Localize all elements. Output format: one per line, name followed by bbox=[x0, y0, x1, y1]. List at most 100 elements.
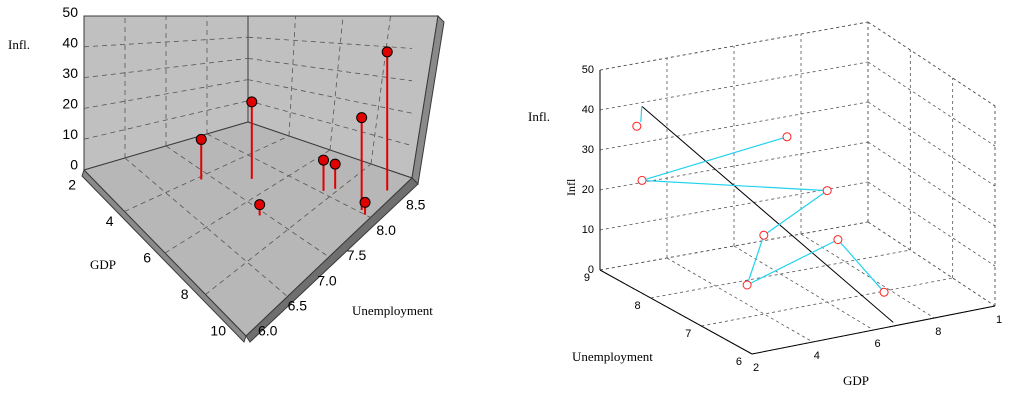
link-line bbox=[746, 239, 839, 286]
right-side-hgrid bbox=[867, 181, 996, 267]
right-wall-hgrid-line bbox=[247, 36, 413, 49]
floor-edge-left bbox=[81, 169, 247, 343]
left-stem-layer bbox=[195, 46, 393, 216]
y-tick-label: 6.0 bbox=[258, 323, 278, 339]
left-x-axis-title: GDP bbox=[90, 257, 116, 272]
left-stem-chart: 0 10 20 30 40 50 2 4 6 8 10 6.0 6.5 7.0 7.5 8.0 8.5 Infl… bbox=[8, 4, 445, 343]
y-tick-label: 9 bbox=[584, 272, 590, 284]
right-wall-hgrid-line bbox=[247, 58, 413, 82]
stem-marker bbox=[195, 133, 207, 145]
x-tick-label: 8 bbox=[181, 286, 189, 302]
link-line bbox=[763, 190, 828, 236]
right-scatter-chart: 0 10 20 30 40 50 2 4 6 8 1 6 7 8 9 Infl. Infl Unemploy… bbox=[528, 21, 1002, 388]
x-tick-label: 4 bbox=[106, 213, 114, 229]
x-tick-label: 4 bbox=[814, 350, 820, 362]
right-floor-grid bbox=[666, 257, 813, 343]
y-tick-label: 7.0 bbox=[317, 272, 337, 288]
y-tick-label: 8 bbox=[635, 300, 641, 312]
scatter-point bbox=[759, 230, 769, 240]
link-line bbox=[837, 239, 885, 293]
stem-marker bbox=[318, 154, 330, 166]
right-wall-hgrid-line bbox=[247, 100, 413, 146]
right-side-hgrid bbox=[867, 141, 996, 227]
right-unemp-axis bbox=[599, 269, 753, 355]
z-tick-label: 30 bbox=[582, 144, 594, 156]
right-axis-lines bbox=[599, 70, 996, 355]
right-floor-grid bbox=[701, 277, 953, 327]
x-tick-label: 2 bbox=[68, 177, 76, 193]
right-floor-grid bbox=[867, 221, 996, 307]
stem-marker bbox=[329, 158, 341, 170]
y-tick-label: 7 bbox=[685, 328, 691, 340]
right-side-hgrid bbox=[867, 21, 996, 107]
left-z-axis-title: Infl. bbox=[8, 37, 30, 52]
floor-edge-right bbox=[245, 177, 419, 343]
link-line bbox=[641, 179, 828, 192]
right-floor-grid bbox=[800, 233, 935, 319]
left-wall-hgrid-line bbox=[83, 79, 249, 109]
left-wall-hgrid-line bbox=[83, 100, 249, 140]
link-line bbox=[640, 106, 643, 123]
right-y-axis-title: Unemployment bbox=[572, 349, 653, 364]
link-line bbox=[641, 136, 788, 181]
stem-marker bbox=[359, 196, 371, 208]
right-grid-lines bbox=[599, 21, 996, 355]
right-side-hgrid bbox=[867, 101, 996, 187]
stem-marker bbox=[381, 46, 393, 58]
z-tick-label: 0 bbox=[588, 264, 594, 276]
z-tick-label: 10 bbox=[62, 126, 78, 142]
scatter-point bbox=[833, 235, 843, 245]
right-tick-labels: 0 10 20 30 40 50 2 4 6 8 1 6 7 8 9 bbox=[582, 64, 1002, 374]
right-wall-vgrid-line bbox=[288, 15, 296, 137]
z-tick-label: 20 bbox=[62, 96, 78, 112]
right-link-layer bbox=[640, 105, 894, 323]
floor-grid-line bbox=[164, 149, 331, 254]
z-tick-label: 50 bbox=[62, 4, 78, 20]
x-tick-label: 6 bbox=[143, 250, 151, 266]
x-tick-label: 6 bbox=[874, 338, 880, 350]
stem-marker bbox=[254, 199, 266, 211]
z-tick-label: 50 bbox=[582, 64, 594, 76]
x-tick-label: 2 bbox=[753, 362, 759, 374]
right-z-axis-title: Infl bbox=[564, 178, 578, 196]
scatter-point bbox=[742, 280, 752, 290]
y-tick-label: 6.5 bbox=[288, 298, 308, 314]
z-tick-label: 40 bbox=[582, 104, 594, 116]
right-point-layer bbox=[632, 121, 889, 297]
y-tick-label: 8.5 bbox=[406, 197, 426, 213]
floor-grid-line bbox=[205, 163, 372, 295]
right-gdp-axis bbox=[751, 305, 996, 355]
y-tick-label: 6 bbox=[736, 356, 742, 368]
z-tick-label: 10 bbox=[582, 224, 594, 236]
x-tick-label: 1 bbox=[996, 314, 1002, 326]
right-x-axis-title: GDP bbox=[843, 373, 869, 388]
floor-grid-line bbox=[165, 145, 330, 258]
trace-line bbox=[641, 105, 894, 323]
z-tick-label: 40 bbox=[62, 35, 78, 51]
x-tick-label: 10 bbox=[210, 323, 226, 339]
scatter-point bbox=[879, 287, 889, 297]
right-side-hgrid bbox=[867, 61, 996, 147]
right-floor-grid bbox=[650, 249, 911, 299]
stem-marker bbox=[246, 96, 258, 108]
left-grid-lines bbox=[83, 15, 413, 297]
scatter-point bbox=[782, 132, 792, 142]
right-wall-vgrid-line bbox=[370, 15, 391, 165]
x-tick-label: 8 bbox=[935, 326, 941, 338]
right-top-edge bbox=[867, 21, 996, 107]
y-tick-label: 7.5 bbox=[347, 247, 367, 263]
right-side-title: Infl. bbox=[528, 109, 550, 124]
left-tick-labels: 0 10 20 30 40 50 2 4 6 8 10 6.0 6.5 7.0 7.5 8.0 8.5 bbox=[62, 4, 425, 339]
left-y-axis-title: Unemployment bbox=[352, 303, 433, 318]
z-tick-label: 0 bbox=[70, 157, 78, 173]
z-tick-label: 30 bbox=[62, 65, 78, 81]
right-wall-hgrid-line bbox=[247, 79, 413, 114]
floor-grid-line bbox=[206, 133, 371, 218]
z-tick-label: 20 bbox=[582, 184, 594, 196]
link-line bbox=[746, 235, 765, 286]
scatter-point bbox=[632, 121, 642, 131]
scatter-point bbox=[822, 186, 832, 196]
right-wall-vgrid-line bbox=[329, 15, 344, 151]
